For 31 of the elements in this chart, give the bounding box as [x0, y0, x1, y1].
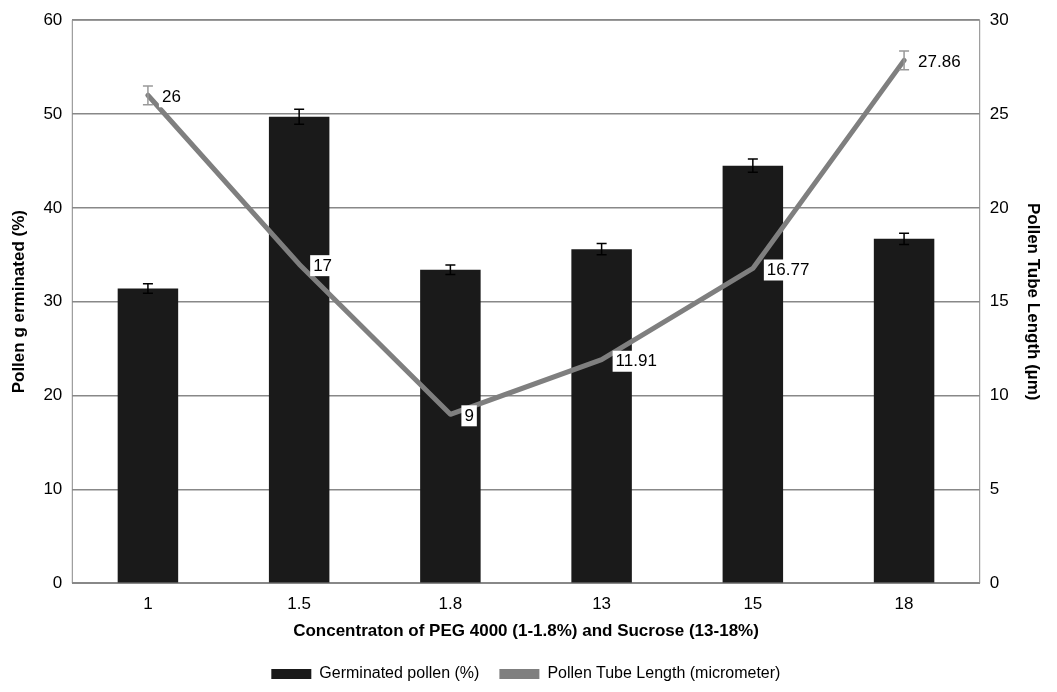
y2-tick-label: 5	[989, 479, 1000, 499]
x-tick-label: 15	[743, 594, 763, 614]
data-label: 9	[464, 405, 474, 425]
y2-tick-label: 10	[989, 385, 1009, 405]
y-tick-label: 0	[52, 572, 63, 592]
y2-axis-title: Pollen Tube Length (µm)	[1024, 202, 1044, 401]
y-tick-label: 10	[43, 479, 63, 499]
y2-tick-label: 20	[989, 197, 1009, 217]
y2-tick-label: 0	[989, 572, 1000, 592]
y-tick-label: 50	[43, 103, 63, 123]
x-axis-title: Concentraton of PEG 4000 (1-1.8%) and Sucrose (13-18%)	[293, 621, 759, 641]
y-tick-label: 60	[43, 9, 63, 29]
data-label: 11.91	[615, 351, 657, 371]
legend-label: Pollen Tube Length (micrometer)	[547, 664, 781, 682]
y2-tick-label: 15	[989, 291, 1009, 311]
x-tick-label: 18	[894, 594, 914, 614]
y-tick-label: 40	[43, 197, 63, 217]
data-label: 26	[161, 86, 181, 106]
x-tick-label: 1	[143, 594, 153, 614]
x-tick-label: 1.8	[438, 594, 463, 614]
data-label: 27.86	[918, 52, 961, 72]
y2-tick-label: 25	[989, 103, 1009, 123]
x-tick-label: 13	[592, 594, 612, 614]
y-axis-title: Pollen g erminated (%)	[8, 210, 28, 394]
legend-label: Germinated pollen (%)	[319, 664, 480, 682]
y2-tick-label: 30	[989, 9, 1009, 29]
y-tick-label: 30	[43, 291, 63, 311]
y-tick-label: 20	[43, 385, 63, 405]
x-tick-label: 1.5	[287, 594, 311, 614]
data-label: 17	[313, 255, 333, 275]
data-label: 16.77	[766, 260, 810, 280]
